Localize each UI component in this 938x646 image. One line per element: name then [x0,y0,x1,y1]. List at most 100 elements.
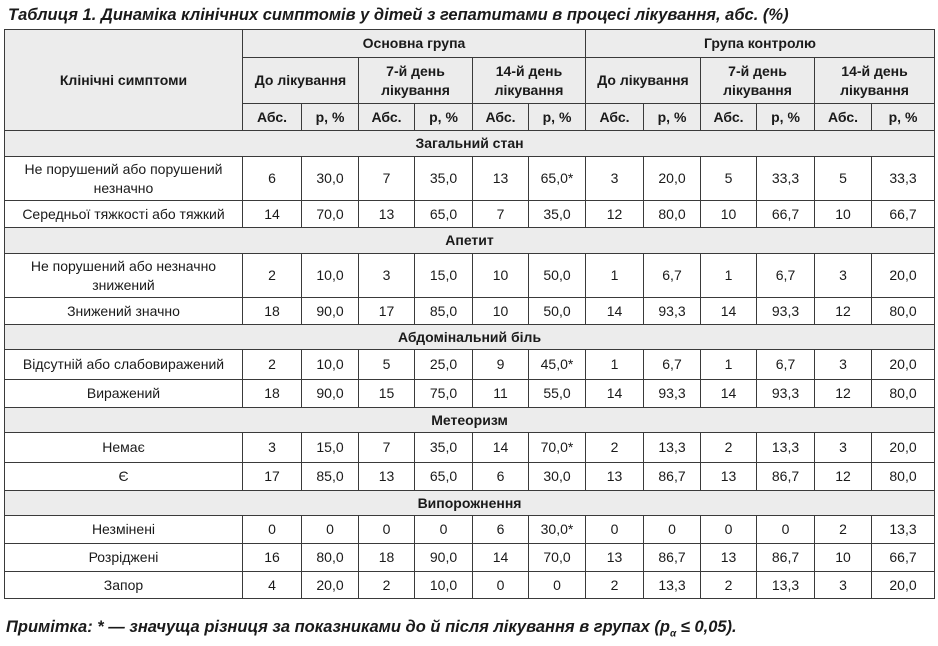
table-row: Не порушений або незначно знижений 2 10,0 3… [4,253,936,298]
period-header: 7-й день лікування [358,57,473,104]
table-cell: 93,3 [756,379,815,408]
table-cell: 35,0 [528,200,586,228]
table-cell: 6 [472,515,529,544]
table-cell: 35,0 [414,156,473,201]
table-cell: 25,0 [414,349,473,380]
table-cell: 13 [585,462,644,491]
table-cell: 20,0 [870,349,936,380]
table-cell: 90,0 [301,379,359,408]
table-cell: 6 [242,156,302,201]
table-cell: 75,0 [414,379,473,408]
percent-header: р, % [870,103,936,131]
table-cell: 0 [700,515,757,544]
table-cell: 2 [358,571,415,599]
symptom-label: Виражений [4,379,243,408]
table-cell: 66,7 [756,200,815,228]
table-cell: 70,0* [528,432,586,463]
table-cell: 33,3 [870,156,936,201]
table-cell: 14 [242,200,302,228]
table-cell: 17 [242,462,302,491]
table-cell: 14 [472,432,529,463]
table-cell: 13,3 [756,432,815,463]
table-cell: 2 [242,349,302,380]
section-row: Абдомінальний біль [3,324,936,350]
table-cell: 14 [700,379,757,408]
table-cell: 0 [358,515,415,544]
table-cell: 12 [814,462,872,491]
table-cell: 80,0 [870,462,936,491]
section-title: Абдомінальний біль [3,324,936,350]
table-cell: 20,0 [870,253,936,298]
footnote-alpha: α [670,628,677,640]
symptom-label: Розріджені [4,543,243,572]
table-cell: 50,0 [528,297,586,325]
table-cell: 13 [358,462,415,491]
section-title: Метеоризм [3,407,936,433]
table-row: Незмінені 0 0 0 0 6 30,0* 0 0 0 0 2 13,3 [4,515,936,544]
percent-header: р, % [643,103,701,131]
footnote: Примітка: * — значуща різниця за показни… [6,615,931,639]
table-cell: 30,0 [528,462,586,491]
table-cell: 3 [814,571,872,599]
table-cell: 13,3 [643,571,701,599]
table-cell: 15,0 [301,432,359,463]
table-cell: 66,7 [870,543,936,572]
table-cell: 15 [358,379,415,408]
table-cell: 9 [472,349,529,380]
symptom-label: Середньої тяжкості або тяжкий [4,200,243,228]
table-cell: 18 [358,543,415,572]
symptom-label: Не порушений або незначно знижений [4,253,243,298]
table-cell: 10 [472,297,529,325]
main-group-header: Основна група [242,29,586,58]
table-cell: 13 [700,462,757,491]
table-cell: 7 [472,200,529,228]
table-cell: 3 [814,432,872,463]
table-cell: 13 [700,543,757,572]
abs-header: Абс. [358,103,415,131]
section-title: Загальний стан [3,130,936,157]
table-cell: 86,7 [643,543,701,572]
symptom-label: Немає [4,432,243,463]
table-cell: 80,0 [643,200,701,228]
table-row: Запор 4 20,0 2 10,0 0 0 2 13,3 2 13,3 3 20,0 [4,571,936,599]
table-cell: 20,0 [301,571,359,599]
abs-header: Абс. [585,103,644,131]
table-cell: 14 [700,297,757,325]
table-cell: 3 [585,156,644,201]
table-cell: 0 [414,515,473,544]
table-cell: 4 [242,571,302,599]
table-cell: 30,0 [301,156,359,201]
table-cell: 90,0 [301,297,359,325]
table-cell: 13 [358,200,415,228]
table-cell: 5 [700,156,757,201]
table-cell: 12 [585,200,644,228]
table-cell: 3 [814,349,872,380]
table-cell: 65,0 [414,200,473,228]
percent-header: р, % [756,103,815,131]
table-cell: 65,0* [528,156,586,201]
table-cell: 20,0 [643,156,701,201]
period-header: До лікування [585,57,701,104]
percent-header: р, % [528,103,586,131]
table-cell: 13 [585,543,644,572]
table-cell: 1 [585,349,644,380]
table-cell: 2 [814,515,872,544]
section-title: Випорожнення [3,490,936,516]
abs-header: Абс. [472,103,529,131]
table-cell: 93,3 [643,297,701,325]
section-row: Загальний стан [3,130,936,157]
table-cell: 2 [585,571,644,599]
table-row: Відсутній або слабовиражений 2 10,0 5 25,0 9 4… [4,349,936,380]
table-cell: 10,0 [414,571,473,599]
table-cell: 20,0 [870,432,936,463]
table-cell: 6,7 [756,349,815,380]
footnote-suffix: ≤ 0,05). [676,618,737,636]
table-cell: 6 [472,462,529,491]
section-row: Випорожнення [3,490,936,516]
table-cell: 93,3 [756,297,815,325]
table-row: Немає 3 15,0 7 35,0 14 70,0* 2 13,3 2 13,3 3 20,0 [4,432,936,463]
symptom-label: Запор [4,571,243,599]
table-row: Середньої тяжкості або тяжкий 14 70,0 13 65,… [4,200,936,228]
period-header: 7-й день лікування [700,57,815,104]
table-cell: 6,7 [643,253,701,298]
